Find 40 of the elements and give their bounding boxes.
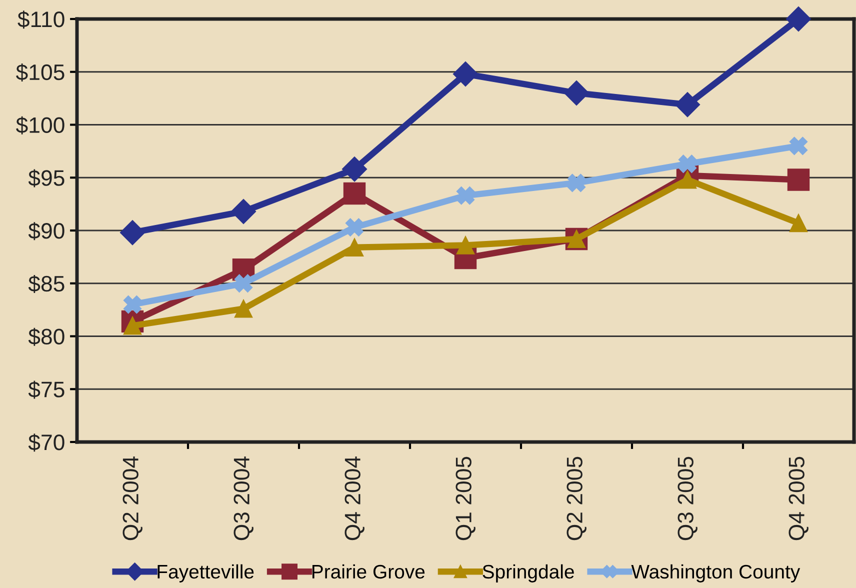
point [564,80,589,106]
x-tick-label: Q4 2004 [344,456,364,540]
legend-label: Fayetteville [158,564,254,582]
point [567,174,586,192]
point [456,186,475,205]
point [678,154,697,173]
legend-label: Springdale [482,564,574,582]
x-tick-label: Q1 2005 [456,456,476,540]
x-tick-label: Q3 2004 [234,456,254,540]
point [345,218,364,236]
x-tick-label: Q4 2005 [788,456,808,540]
y-tick-label: $75 [28,380,64,399]
point [234,300,253,318]
x-tick-label: Q2 2005 [566,456,586,540]
y-tick-label: $85 [28,274,64,293]
point [787,168,810,191]
point [234,274,253,292]
point [343,182,366,205]
y-tick-label: $70 [28,434,64,452]
point [123,295,142,314]
y-tick-label: $80 [28,328,64,346]
point [342,156,367,182]
point [345,238,364,256]
point [789,136,808,155]
y-tick-label: $90 [28,222,64,240]
point [120,220,145,246]
legend-label: Washington County [631,564,800,582]
point [456,236,475,254]
point [231,198,256,224]
y-tick-label: $105 [16,63,64,82]
y-tick-label: $95 [28,169,64,188]
x-tick-label: Q2 2004 [122,456,142,540]
point [789,214,808,232]
legend-label: Prairie Grove [312,564,425,579]
y-tick-label: $110 [18,10,64,29]
point [675,92,700,118]
x-tick-label: Q3 2005 [678,456,698,540]
y-tick-label: $100 [16,116,64,134]
point [453,62,478,86]
point [786,6,811,32]
